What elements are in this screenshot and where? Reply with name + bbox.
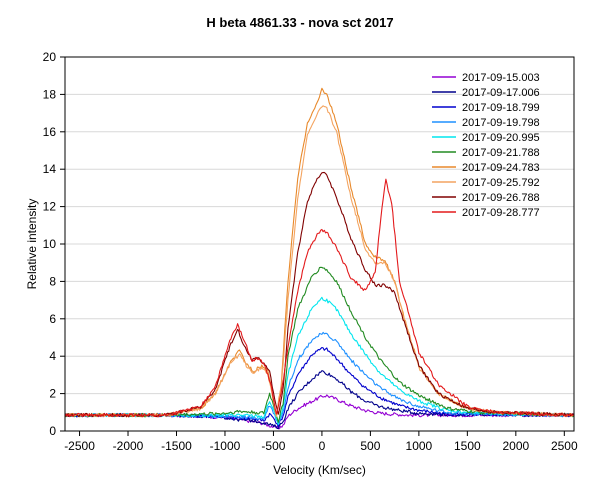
legend-label: 2017-09-20.995	[462, 132, 540, 144]
x-tick-label: 2500	[551, 439, 578, 453]
y-tick-label: 16	[43, 125, 57, 139]
legend-label: 2017-09-18.799	[462, 102, 540, 114]
y-tick-label: 14	[43, 162, 57, 176]
y-tick-label: 8	[49, 274, 56, 288]
x-tick-label: 2000	[502, 439, 529, 453]
legend-label: 2017-09-21.788	[462, 147, 540, 159]
x-tick-label: -1000	[210, 439, 241, 453]
y-axis: 0 2 4 6 8 10 12 14 16 18 20	[43, 50, 65, 438]
legend-label: 2017-09-25.792	[462, 177, 540, 189]
x-tick-label: 0	[319, 439, 326, 453]
legend-label: 2017-09-24.783	[462, 162, 540, 174]
y-axis-title: Relative intensity	[25, 199, 39, 290]
x-tick-label: 1000	[406, 439, 433, 453]
gridlines	[65, 93, 574, 395]
y-tick-label: 4	[49, 349, 56, 363]
series-line	[64, 178, 575, 418]
x-axis-title: Velocity (Km/sec)	[273, 463, 366, 477]
x-tick-label: 1500	[454, 439, 481, 453]
y-tick-label: 6	[49, 312, 56, 326]
x-tick-label: -2500	[64, 439, 95, 453]
legend: 2017-09-15.003 2017-09-17.006 2017-09-18.7…	[432, 72, 540, 219]
legend-label: 2017-09-28.777	[462, 207, 540, 219]
y-tick-label: 20	[43, 50, 57, 64]
legend-label: 2017-09-15.003	[462, 72, 540, 84]
legend-label: 2017-09-17.006	[462, 87, 540, 99]
y-tick-label: 0	[49, 424, 56, 438]
legend-label: 2017-09-19.798	[462, 117, 540, 129]
x-tick-label: 500	[360, 439, 380, 453]
x-axis: -2500 -2000 -1500 -1000 -500 0 500 1000 1500 2000…	[64, 431, 578, 453]
chart-title: H beta 4861.33 - nova sct 2017	[206, 15, 393, 30]
y-tick-label: 12	[43, 200, 57, 214]
x-tick-label: -500	[261, 439, 285, 453]
y-tick-label: 2	[49, 387, 56, 401]
x-tick-label: -1500	[161, 439, 192, 453]
y-tick-label: 18	[43, 87, 57, 101]
y-tick-label: 10	[43, 237, 57, 251]
series-layer	[64, 87, 575, 430]
legend-label: 2017-09-26.788	[462, 192, 540, 204]
x-tick-label: -2000	[113, 439, 144, 453]
